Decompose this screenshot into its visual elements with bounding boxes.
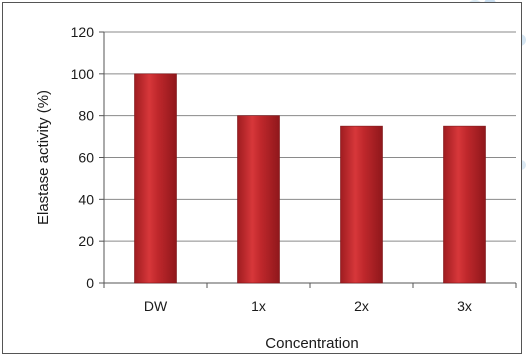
x-tick-label: 1x	[251, 298, 266, 314]
bar	[134, 73, 177, 284]
y-tick-label: 100	[71, 66, 95, 82]
x-tick-label: 3x	[457, 298, 472, 314]
y-axis-title: Elastase activity (%)	[35, 90, 52, 225]
chart-area: 0 20 40 60 80 100 120 DW 1x 2x 3x Concentration Elas…	[2, 2, 522, 354]
x-tick-label: 2x	[354, 298, 369, 314]
y-tick-label: 0	[86, 275, 94, 291]
y-tick-label: 120	[71, 24, 95, 40]
bar	[443, 125, 486, 284]
y-tick-label: 40	[78, 191, 94, 207]
bar	[237, 115, 280, 284]
x-axis-title: Concentration	[265, 335, 358, 352]
bar-chart: 0 20 40 60 80 100 120 DW 1x 2x 3x Concentration Elas…	[35, 24, 517, 352]
y-tick-label: 80	[78, 108, 94, 124]
bar	[340, 125, 383, 284]
y-tick-label: 60	[78, 150, 94, 166]
y-tick-label: 20	[78, 233, 94, 249]
x-tick-label: DW	[144, 298, 168, 314]
